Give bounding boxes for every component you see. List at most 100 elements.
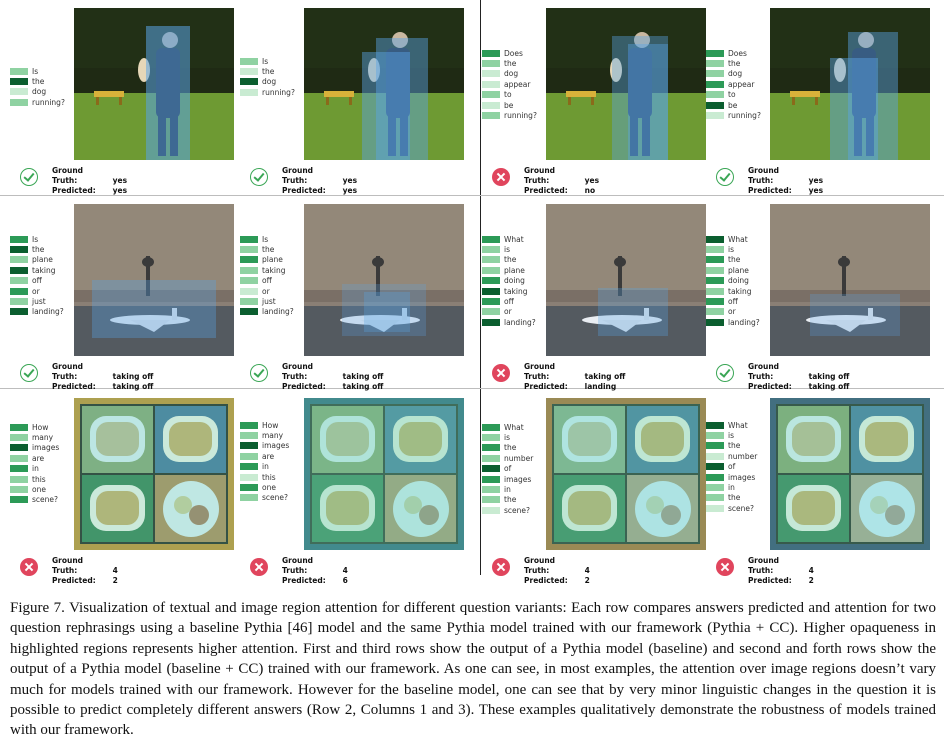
ground-truth-label: Ground Truth: (524, 362, 556, 381)
question-word-text: doing (504, 276, 525, 286)
predicted-value: landing (584, 382, 617, 391)
attention-swatch (10, 486, 28, 494)
question-word: taking (240, 265, 310, 275)
question-word-text: Is (32, 234, 39, 244)
question-word-text: to (728, 90, 736, 100)
question-word: images (706, 472, 776, 482)
question-word: is (482, 244, 552, 254)
question-word-text: scene? (32, 495, 58, 505)
question-word: Does (706, 48, 776, 58)
question-word-text: images (262, 441, 290, 451)
question-word-text: or (728, 307, 736, 317)
ground-truth-label: Ground Truth: (52, 166, 84, 185)
question-word-text: off (262, 276, 272, 286)
question-word: in (706, 482, 776, 492)
cross-icon (492, 558, 510, 576)
question-word-text: plane (728, 265, 749, 275)
dog-scene-image (304, 8, 464, 160)
question-word-list: What is the plane doing taking off or landing? (482, 234, 552, 328)
answer-row: Ground Truth: 4 Predicted: 2 (482, 554, 714, 585)
question-word-text: the (32, 245, 45, 255)
question-word-text: be (728, 100, 738, 110)
attention-swatch (240, 287, 258, 295)
check-icon (250, 168, 268, 186)
question-word-text: Does (504, 48, 523, 58)
question-word: plane (240, 255, 310, 265)
question-word-text: many (262, 431, 284, 441)
attention-swatch (706, 91, 724, 99)
attention-swatch (706, 452, 724, 460)
attention-swatch (706, 298, 724, 306)
question-word-list: What is the plane doing taking off or landing? (706, 234, 776, 328)
question-word: How (10, 422, 80, 432)
question-word: or (706, 307, 776, 317)
question-word-text: plane (504, 265, 525, 275)
question-word: of (482, 464, 552, 474)
ground-truth-label: Ground Truth: (282, 556, 314, 575)
ground-truth-label: Ground Truth: (524, 166, 556, 185)
answer-row: Ground Truth: taking off Predicted: landi… (482, 360, 714, 391)
question-word: just (240, 296, 310, 306)
question-word: in (240, 462, 310, 472)
question-word: landing? (240, 307, 310, 317)
attention-swatch (10, 423, 28, 431)
answer-text: Ground Truth: taking off Predicted: takin… (748, 362, 849, 392)
question-word: running? (240, 87, 310, 97)
question-word-text: is (728, 245, 734, 255)
question-word: doing (482, 276, 552, 286)
row-divider-1 (0, 195, 944, 196)
question-word-text: the (262, 245, 275, 255)
answer-text: Ground Truth: taking off Predicted: landi… (524, 362, 625, 392)
question-word: landing? (482, 317, 552, 327)
question-word: plane (482, 265, 552, 275)
question-word-text: just (32, 297, 46, 307)
answer-row: Ground Truth: 4 Predicted: 6 (240, 554, 472, 585)
attention-swatch (240, 484, 258, 492)
attention-swatch (482, 246, 500, 254)
ground-truth-value: 4 (584, 566, 590, 575)
question-word: images (240, 441, 310, 451)
ground-truth-value: 4 (808, 566, 814, 575)
predicted-value: yes (112, 186, 128, 195)
attention-swatch (482, 506, 500, 514)
attention-swatch (10, 465, 28, 473)
ground-truth-label: Ground Truth: (282, 362, 314, 381)
attention-panel-r3c4: What is the number of images in the scene? Ground… (706, 398, 938, 585)
attention-swatch (10, 444, 28, 452)
attention-swatch (240, 452, 258, 460)
question-word: many (240, 430, 310, 440)
question-word-text: What (504, 422, 524, 432)
predicted-label: Predicted: (282, 186, 326, 195)
question-word-text: plane (32, 255, 53, 265)
question-word-text: this (262, 472, 276, 482)
plane-scene-image (770, 204, 930, 356)
question-word: in (10, 464, 80, 474)
cross-icon (20, 558, 38, 576)
question-word-text: scene? (728, 503, 754, 513)
question-word: one (10, 484, 80, 494)
question-word-text: Is (262, 56, 269, 66)
question-word: dog (482, 69, 552, 79)
ground-truth-value: taking off (584, 372, 626, 381)
question-word-text: landing? (262, 307, 294, 317)
question-word: images (482, 474, 552, 484)
answer-row: Ground Truth: taking off Predicted: takin… (10, 360, 242, 391)
attention-swatch (482, 60, 500, 68)
question-word-text: Is (262, 234, 269, 244)
question-word-text: landing? (504, 317, 536, 327)
question-word-text: taking (728, 286, 752, 296)
predicted-label: Predicted: (52, 576, 96, 585)
question-word-text: taking (504, 286, 528, 296)
question-word-text: dog (728, 69, 743, 79)
answer-text: Ground Truth: 4 Predicted: 2 (524, 556, 590, 586)
question-word-text: scene? (262, 493, 288, 503)
scene-image-frame (74, 8, 234, 160)
question-word-text: or (504, 307, 512, 317)
question-word: to (482, 90, 552, 100)
predicted-value: 2 (808, 576, 814, 585)
question-word: What (482, 234, 552, 244)
attention-panel-r3c3: What is the number of images in the scene? Ground… (482, 398, 714, 585)
attention-swatch (482, 454, 500, 462)
answer-text: Ground Truth: yes Predicted: yes (52, 166, 127, 196)
question-word-text: are (262, 451, 275, 461)
